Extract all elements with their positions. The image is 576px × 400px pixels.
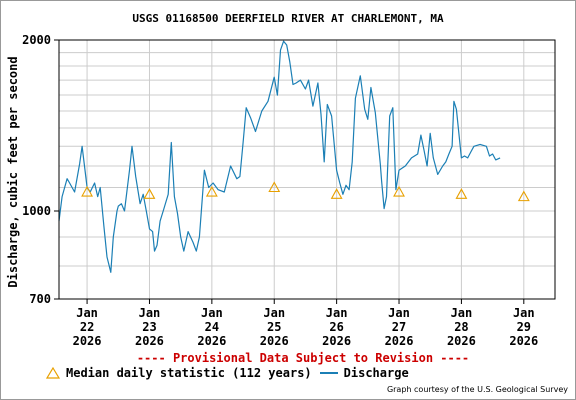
- x-tick-label: 25: [267, 320, 281, 334]
- x-tick-label: Jan: [388, 306, 410, 320]
- x-tick-label: 2026: [73, 334, 102, 348]
- provisional-notice: ---- Provisional Data Subject to Revisio…: [136, 351, 470, 365]
- median-triangle-icon: [46, 367, 60, 379]
- x-tick-label: 29: [517, 320, 531, 334]
- x-tick-label: 2026: [135, 334, 164, 348]
- x-tick-label: 2026: [322, 334, 351, 348]
- x-tick-label: 28: [454, 320, 468, 334]
- x-tick-label: 22: [80, 320, 94, 334]
- x-tick-label: 24: [205, 320, 219, 334]
- x-tick-label: 2026: [447, 334, 476, 348]
- legend-median-label: Median daily statistic (112 years): [66, 366, 312, 380]
- median-point-triangle: [330, 188, 343, 199]
- median-point-triangle: [517, 190, 530, 202]
- y-tick-label: 2000: [22, 33, 51, 47]
- x-tick-label: 26: [329, 320, 343, 334]
- median-point-triangle: [143, 188, 156, 199]
- median-point-triangle: [268, 181, 281, 193]
- x-tick-label: Jan: [139, 306, 161, 320]
- x-tick-label: Jan: [513, 306, 535, 320]
- x-tick-label: 2026: [197, 334, 226, 348]
- y-tick-label: 700: [29, 292, 51, 306]
- plot-border: [58, 39, 556, 300]
- legend-discharge-label: Discharge: [343, 366, 409, 380]
- x-tick-label: Jan: [263, 306, 285, 320]
- discharge-line-icon: [319, 372, 338, 374]
- x-tick-label: 23: [142, 320, 156, 334]
- plot-area: [59, 40, 555, 299]
- x-tick-label: 27: [392, 320, 406, 334]
- median-point-triangle: [205, 185, 218, 197]
- x-tick-label: Jan: [76, 306, 98, 320]
- median-point-triangle: [393, 185, 405, 197]
- legend: Median daily statistic (112 years) Disch…: [46, 366, 409, 380]
- x-tick-label: 2026: [509, 334, 538, 348]
- x-tick-label: 2026: [385, 334, 414, 348]
- credit-text: Graph courtesy of the U.S. Geological Su…: [386, 385, 568, 394]
- median-point-triangle: [455, 188, 468, 199]
- y-tick-label: 1000: [22, 204, 51, 218]
- x-tick-label: 2026: [260, 334, 289, 348]
- x-tick-label: Jan: [326, 306, 348, 320]
- x-tick-label: Jan: [451, 306, 473, 320]
- chart-title: USGS 01168500 DEERFIELD RIVER AT CHARLEM…: [132, 12, 444, 25]
- x-tick-label: Jan: [201, 306, 223, 320]
- discharge-series-line: [58, 40, 501, 273]
- median-point-triangle: [81, 185, 94, 197]
